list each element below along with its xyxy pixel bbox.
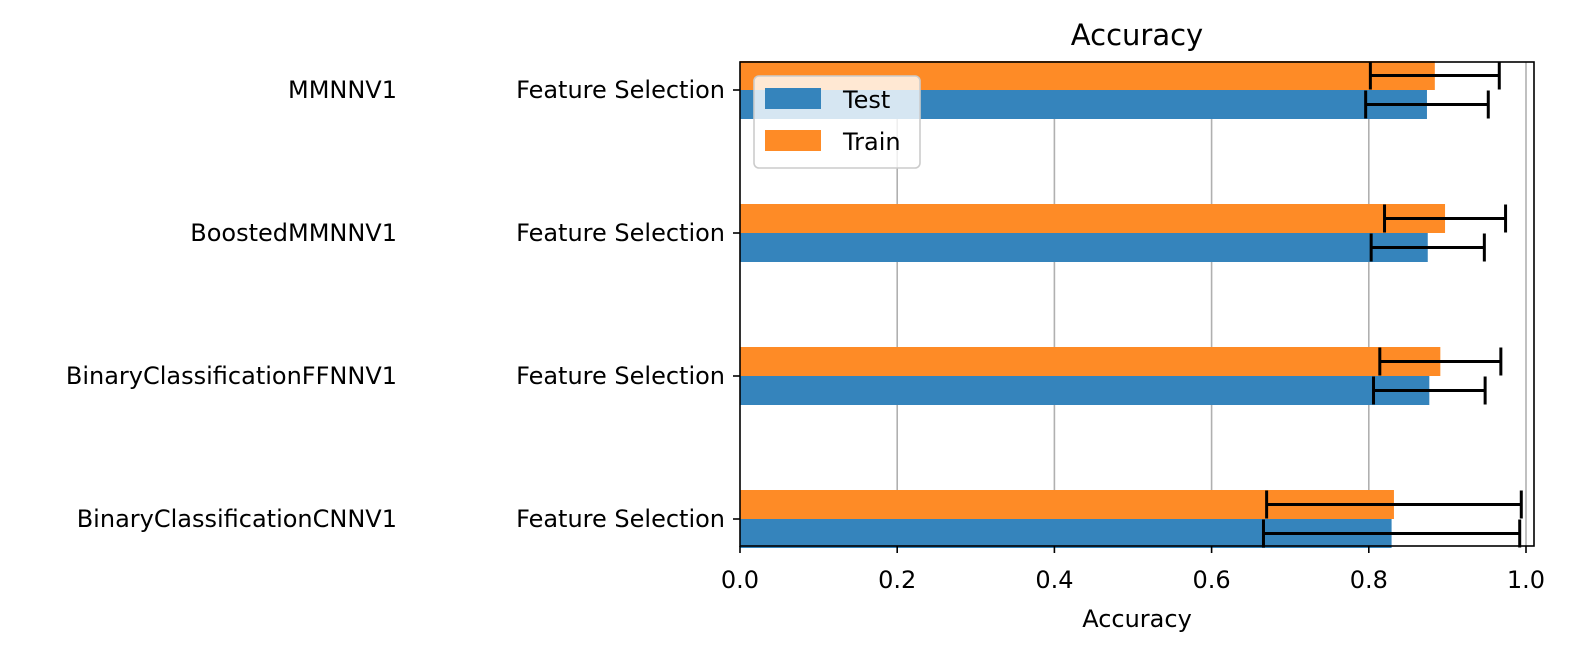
plot-frame [739, 61, 1535, 547]
y-tick-label: Feature Selection [516, 219, 725, 247]
legend-swatch [765, 130, 821, 151]
y-tick-label: Feature Selection [516, 505, 725, 533]
error-bar-test [1372, 376, 1487, 405]
error-bar-train [1378, 347, 1503, 376]
bar-train [740, 204, 1446, 233]
legend-swatch [765, 88, 821, 109]
group-labels: MMNNV1 BoostedMMNNV1 BinaryClassificationF… [66, 76, 397, 533]
error-bar-test [1369, 233, 1486, 262]
y-axis-ticks: Feature Selection Feature Selection Featur… [516, 76, 740, 533]
legend-item-train: Train [765, 128, 901, 156]
bar-test [740, 376, 1430, 405]
group-label: BinaryClassificationCNNV1 [77, 505, 397, 533]
bar-train [740, 347, 1441, 376]
chart-title: Accuracy [1071, 18, 1203, 52]
x-tick-label: 0.8 [1350, 566, 1388, 594]
group-label: MMNNV1 [288, 76, 397, 104]
x-tick-label: 1.0 [1507, 566, 1545, 594]
bar-test [740, 233, 1428, 262]
y-tick-label: Feature Selection [516, 362, 725, 390]
legend: Test Train [753, 75, 921, 169]
bars [740, 61, 1446, 548]
x-axis-ticks: 0.0 0.2 0.4 0.6 0.8 1.0 [721, 546, 1545, 594]
group-label: BinaryClassificationFFNNV1 [66, 362, 397, 390]
x-tick-label: 0.6 [1193, 566, 1231, 594]
error-bar-train [1383, 204, 1508, 233]
error-bar-test [1364, 90, 1490, 119]
legend-item-test: Test [765, 86, 890, 114]
legend-label: Test [842, 86, 890, 114]
error-bar-train [1265, 490, 1523, 519]
x-tick-label: 0.2 [878, 566, 916, 594]
x-axis-label: Accuracy [1082, 605, 1192, 633]
gridlines [896, 62, 1527, 546]
x-tick-label: 0.4 [1035, 566, 1073, 594]
error-bars [1261, 61, 1523, 548]
group-label: BoostedMMNNV1 [190, 219, 397, 247]
x-tick-label: 0.0 [721, 566, 759, 594]
y-tick-label: Feature Selection [516, 76, 725, 104]
error-bar-train [1368, 61, 1501, 90]
legend-label: Train [842, 128, 901, 156]
error-bar-test [1261, 519, 1522, 548]
